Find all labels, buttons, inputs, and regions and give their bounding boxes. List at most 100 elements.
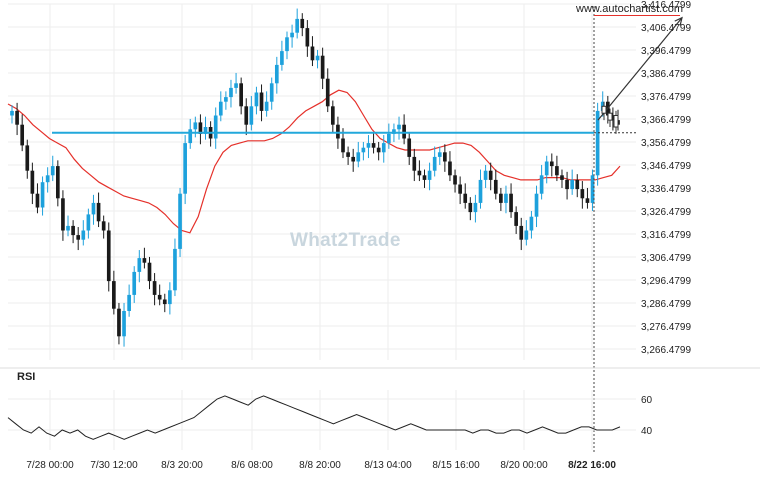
candle-body <box>570 179 575 190</box>
candle-body <box>493 179 498 194</box>
candle-body <box>264 101 269 111</box>
candle-body <box>269 83 274 102</box>
candle-body <box>147 262 152 282</box>
y-tick-label: 3,406.4799 <box>641 23 691 34</box>
candle-body <box>422 175 427 180</box>
candle-body <box>168 290 172 305</box>
candle-body <box>198 122 203 134</box>
candle-body <box>585 198 590 203</box>
candle-body <box>239 83 243 107</box>
candle-body <box>132 271 137 295</box>
candle-body <box>427 170 432 180</box>
candle-body <box>76 235 81 240</box>
y-tick-label: 3,366.4799 <box>641 115 691 126</box>
y-tick-label: 3,336.4799 <box>641 184 691 195</box>
candle-body <box>71 225 75 236</box>
y-tick-label: 3,416.4799 <box>641 0 691 11</box>
candle-body <box>534 193 539 217</box>
x-tick-label: 7/28 00:00 <box>26 460 74 471</box>
candle-body <box>127 294 131 312</box>
candle-body <box>224 97 228 102</box>
x-tick-label: 8/22 16:00 <box>568 460 616 471</box>
candle-body <box>611 115 615 121</box>
candle-body <box>371 143 376 148</box>
candle-body <box>366 143 371 148</box>
post-breakout-candle <box>601 105 607 114</box>
y-tick-label: 3,386.4799 <box>641 69 691 80</box>
candle-body <box>356 152 361 162</box>
candle-body <box>188 129 193 144</box>
candle-body <box>213 115 218 139</box>
candle-body <box>402 124 406 139</box>
candle-body <box>157 294 162 300</box>
candle-body <box>122 311 126 337</box>
rsi-tick-label: 60 <box>641 395 653 406</box>
candle-body <box>229 87 233 98</box>
candle-body <box>483 170 488 180</box>
candle-body <box>259 92 264 111</box>
candle-body <box>274 64 279 84</box>
candle-body <box>412 156 417 171</box>
y-tick-label: 3,306.4799 <box>641 253 691 264</box>
candle-body <box>325 78 330 107</box>
candle-body <box>549 161 554 167</box>
gridlines <box>8 3 636 450</box>
y-tick-label: 3,266.4799 <box>641 345 691 356</box>
candle-body <box>218 101 223 116</box>
candle-body <box>468 202 473 213</box>
candle-body <box>106 230 111 282</box>
candle-body <box>280 51 284 65</box>
candle-body <box>575 179 580 190</box>
candle-body <box>463 193 468 203</box>
watermark-logo: What2Trade <box>290 230 401 251</box>
candle-body <box>555 166 559 176</box>
x-tick-label: 8/15 16:00 <box>432 460 480 471</box>
candle-body <box>66 225 70 231</box>
candle-body <box>351 156 356 162</box>
candle-body <box>346 152 350 157</box>
candle-body <box>387 133 391 144</box>
candle-body <box>40 182 45 208</box>
candle-body <box>15 110 19 125</box>
moving-average-line <box>7 89 621 234</box>
candle-body <box>173 248 177 291</box>
overlay-layer <box>52 6 683 452</box>
candle-body <box>285 37 289 52</box>
candle-body <box>330 106 335 125</box>
candle-body <box>50 166 55 176</box>
x-tick-label: 8/3 20:00 <box>161 460 203 471</box>
site-url[interactable]: www.autochartist.com <box>576 3 683 15</box>
candle-body <box>560 175 564 180</box>
candle-body <box>478 179 483 203</box>
candle-body <box>514 212 518 226</box>
candle-body <box>61 198 65 231</box>
candle-body <box>381 143 386 153</box>
y-tick-label: 3,326.4799 <box>641 207 691 218</box>
candle-body <box>112 281 116 309</box>
candle-body <box>101 221 106 231</box>
candle-body <box>376 147 381 153</box>
candle-body <box>488 170 493 180</box>
y-tick-label: 3,376.4799 <box>641 92 691 103</box>
candle-body <box>30 170 35 194</box>
candle-body <box>203 127 208 134</box>
rsi-panel: 60 40 <box>0 367 760 440</box>
forecast-arrow-head <box>674 16 683 26</box>
y-tick-label: 3,286.4799 <box>641 299 691 310</box>
candle-body <box>590 175 595 203</box>
y-tick-label: 3,396.4799 <box>641 46 691 57</box>
candle-body <box>86 214 91 231</box>
post-breakout-candle <box>613 115 619 128</box>
candle-body <box>234 83 238 88</box>
candle-body <box>55 166 60 199</box>
candle-body <box>183 143 187 194</box>
candle-body <box>45 175 50 183</box>
candle-body <box>249 106 254 125</box>
post-breakout-candle <box>607 112 613 121</box>
candle-body <box>152 281 157 295</box>
candle-body <box>341 138 345 153</box>
candle-body <box>35 193 40 208</box>
y-axis-ticks: 3,416.4799 3,406.4799 3,396.4799 3,386.4799… <box>641 0 691 356</box>
candle-body <box>524 230 529 240</box>
